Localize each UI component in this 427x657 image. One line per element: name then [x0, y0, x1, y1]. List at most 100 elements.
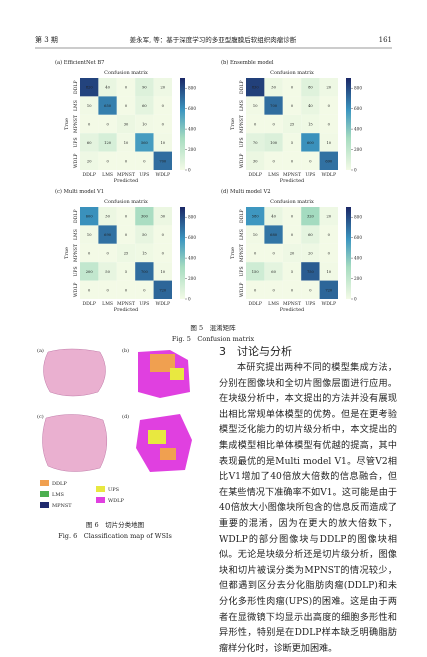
cell-value: 0: [162, 233, 165, 237]
x-tick-label: MPNST: [283, 172, 302, 178]
colorbar: [346, 78, 351, 170]
y-axis-label: True: [64, 118, 70, 130]
cell-value: 690: [325, 159, 333, 163]
cell-value: 20: [327, 215, 332, 219]
cell-value: 10: [142, 123, 147, 127]
x-tick-label: WDLP: [156, 172, 171, 178]
cell-value: 90: [142, 86, 147, 90]
colorbar-tick-label: 800: [188, 215, 196, 220]
matrix-cell: [153, 280, 172, 299]
matrix-cell: [282, 96, 302, 115]
colorbar-tick-label: 400: [354, 127, 362, 132]
matrix-cell: [319, 133, 338, 152]
cell-value: 60: [271, 270, 276, 274]
x-tick-label: DDLP: [82, 301, 96, 307]
matrix-cell: [246, 78, 265, 97]
x-tick-label: MPNST: [117, 172, 136, 178]
cell-value: 50: [105, 270, 110, 274]
matrix-cell: [301, 243, 320, 263]
matrix-title: Confusion matrix: [104, 199, 148, 205]
cell-value: 0: [328, 123, 331, 127]
cell-value: 100: [270, 141, 278, 145]
cell-value: 0: [106, 252, 109, 256]
cell-value: 60: [142, 104, 147, 108]
matrix-cell: [319, 207, 338, 226]
cell-value: 5: [125, 270, 128, 274]
x-axis-label: Predicted: [114, 178, 139, 184]
cell-value: 5: [291, 141, 294, 145]
matrix-cell: [116, 280, 136, 299]
y-axis-label: True: [230, 247, 236, 259]
matrix-title: Confusion matrix: [270, 199, 314, 205]
matrix-cell: [116, 225, 136, 244]
colorbar-tick-label: 800: [354, 215, 362, 220]
matrix-cell: [153, 225, 172, 244]
panel-caption: (c) Multi model V1: [55, 188, 104, 195]
matrix-cell: [264, 151, 283, 170]
x-tick-label: WDLP: [322, 172, 337, 178]
matrix-cell: [135, 133, 154, 152]
matrix-cell: [98, 243, 117, 263]
fig6-caption-cn: 图 6 切片分类地图: [86, 520, 144, 529]
panel-label: (b): [122, 347, 129, 354]
cell-value: 0: [291, 233, 294, 237]
matrix-cell: [264, 96, 283, 115]
y-axis-label: True: [230, 118, 236, 130]
y-tick-label: UPS: [239, 266, 245, 276]
matrix-cell: [80, 243, 99, 263]
matrix-cell: [153, 243, 172, 263]
y-tick-label: DDLP: [239, 209, 245, 223]
cell-value: 0: [254, 123, 257, 127]
x-tick-label: WDLP: [322, 301, 337, 307]
matrix-cell: [80, 151, 99, 170]
figures: 第 3 期 姜永军, 等：基于深度学习的多亚型腹膜后软组织肉瘤诊断 161 图 …: [35, 35, 392, 540]
cell-value: 70: [253, 141, 258, 145]
colorbar-tick-label: 200: [354, 276, 362, 281]
cell-value: 40: [105, 86, 110, 90]
legend-swatch: [40, 502, 49, 508]
colorbar-tick-label: 400: [354, 256, 362, 261]
wsi-images: [42, 348, 192, 472]
cell-value: 650: [104, 104, 112, 108]
colorbar: [180, 207, 185, 299]
matrix-cell: [135, 280, 154, 299]
matrix-cell: [116, 96, 136, 115]
legend-label: DDLP: [52, 481, 67, 487]
fig6-caption-en: Fig. 6 Classification map of WSIs: [58, 532, 172, 540]
cell-value: 0: [143, 288, 146, 292]
matrix-cell: [246, 243, 265, 263]
matrix-cell: [319, 114, 338, 134]
cell-value: 0: [291, 215, 294, 219]
cell-value: 0: [162, 123, 165, 127]
colorbar-tick-label: 600: [354, 235, 362, 240]
x-axis-label: Predicted: [114, 307, 139, 313]
issue: 第 3 期: [35, 35, 58, 44]
cell-value: 10: [327, 270, 332, 274]
cell-value: 20: [308, 252, 313, 256]
y-tick-label: LMS: [239, 229, 245, 240]
colorbar-tick-label: 600: [354, 106, 362, 111]
cell-value: 600: [307, 141, 315, 145]
cell-value: 0: [272, 159, 275, 163]
cell-value: 320: [307, 215, 315, 219]
x-tick-label: UPS: [305, 301, 315, 307]
y-tick-label: MPNST: [239, 114, 245, 133]
matrix-cell: [319, 243, 338, 263]
section-title: 3 讨论与分析: [219, 345, 292, 358]
legend-swatch: [96, 486, 105, 492]
matrix-cell: [98, 207, 117, 226]
matrix-cell: [282, 262, 302, 281]
cell-value: 25: [124, 252, 129, 256]
cell-value: 0: [143, 159, 146, 163]
colorbar-tick-label: 200: [188, 147, 196, 152]
matrix-cell: [135, 207, 154, 226]
cell-value: 0: [291, 104, 294, 108]
matrix-cell: [80, 262, 99, 281]
x-tick-label: WDLP: [156, 301, 171, 307]
legend-label: WDLP: [108, 498, 124, 504]
x-tick-label: LMS: [102, 301, 113, 307]
y-tick-label: LMS: [239, 100, 245, 111]
legend-label: LMS: [52, 492, 64, 498]
matrix-cell: [282, 114, 302, 134]
matrix-cell: [319, 280, 338, 299]
